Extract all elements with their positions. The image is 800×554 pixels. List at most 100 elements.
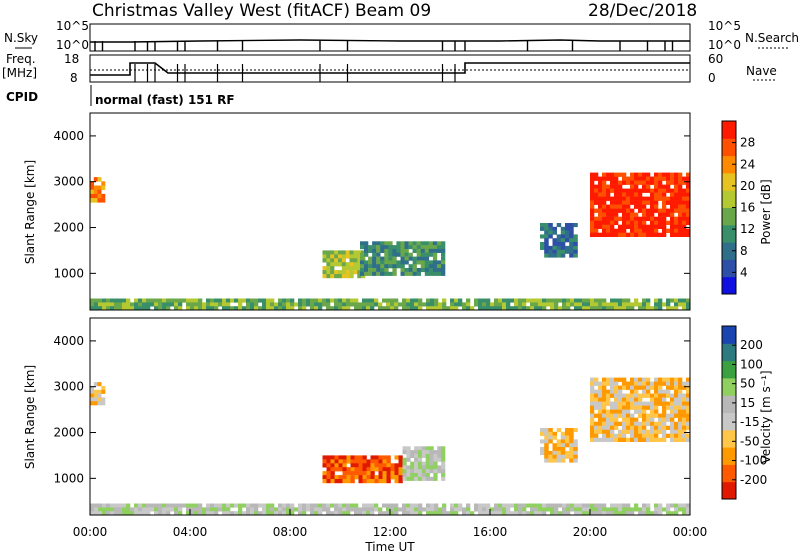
power-cell [686, 216, 691, 221]
power-cell [396, 241, 401, 246]
velocity-cell [326, 455, 331, 460]
velocity-cell [398, 507, 403, 512]
velocity-cell [414, 461, 419, 466]
velocity-cell [314, 507, 319, 512]
velocity-cell [90, 397, 94, 402]
velocity-cell [346, 511, 351, 516]
velocity-cell [530, 503, 535, 508]
power-cell [438, 306, 443, 311]
velocity-cell [342, 503, 347, 508]
power-cell [412, 245, 417, 250]
power-cell [349, 274, 354, 279]
velocity-cell [338, 459, 343, 464]
velocity-cell [350, 507, 355, 512]
velocity-cell [654, 511, 659, 516]
velocity-cell [210, 503, 215, 508]
velocity-cell [686, 405, 691, 410]
velocity-cell [97, 401, 102, 406]
power-cell [428, 271, 434, 276]
velocity-cell [682, 511, 687, 516]
power-cell [678, 228, 683, 233]
power-cell [602, 224, 607, 229]
power-cell [678, 172, 683, 177]
velocity-cell [402, 511, 407, 516]
velocity-cell [626, 385, 631, 390]
power-cell [514, 298, 519, 303]
power-cell [420, 241, 425, 246]
velocity-cell [98, 511, 103, 516]
power-cell [562, 306, 567, 311]
power-cell [254, 302, 259, 307]
velocity-cell [126, 511, 131, 516]
power-cell [638, 180, 643, 185]
velocity-cell [618, 405, 623, 410]
velocity-cell [378, 463, 383, 468]
power-cell [602, 188, 607, 193]
velocity-cell [402, 465, 407, 470]
power-cell [602, 184, 607, 189]
velocity-cell [362, 471, 367, 476]
velocity-cell [90, 393, 94, 398]
velocity-cell [342, 459, 347, 464]
velocity-cell [598, 385, 603, 390]
power-cell [678, 216, 683, 221]
power-cell [380, 260, 385, 265]
power-cell [214, 302, 219, 307]
velocity-cell [382, 459, 387, 464]
power-cell [150, 298, 155, 303]
power-cell [670, 192, 675, 197]
velocity-cell [582, 507, 587, 512]
power-cell [326, 302, 331, 307]
power-cell [142, 306, 147, 311]
velocity-cell [682, 381, 687, 386]
velocity-cell [382, 503, 387, 508]
power-cell [678, 192, 683, 197]
velocity-cell [322, 479, 327, 484]
power-cell [544, 253, 549, 258]
velocity-cell [674, 385, 679, 390]
power-cell [618, 228, 623, 233]
power-cell [598, 188, 603, 193]
power-cell [646, 184, 651, 189]
power-cell [400, 252, 405, 257]
velocity-cell [286, 503, 291, 508]
velocity-cell [554, 507, 559, 512]
power-cell [434, 302, 439, 307]
velocity-cell [674, 389, 679, 394]
velocity-cell [662, 425, 667, 430]
power-cell [186, 302, 191, 307]
velocity-cell [548, 458, 553, 463]
velocity-cell [654, 507, 659, 512]
power-cell [250, 302, 255, 307]
velocity-cell [410, 453, 415, 458]
power-cell [602, 220, 607, 225]
velocity-cell [441, 473, 446, 478]
velocity-cell [618, 413, 623, 418]
velocity-cell [654, 425, 659, 430]
power-cell [646, 172, 651, 177]
velocity-cell [602, 425, 607, 430]
power-cell [634, 220, 639, 225]
power-cell [434, 306, 439, 311]
power-cell [390, 302, 395, 307]
velocity-cell [262, 503, 267, 508]
velocity-cell [410, 461, 415, 466]
power-cell [341, 254, 346, 259]
power-cell [586, 298, 591, 303]
power-cell [590, 216, 595, 221]
velocity-cell [437, 469, 442, 474]
velocity-cell [418, 446, 423, 451]
power-cell [642, 298, 647, 303]
velocity-cell [569, 431, 574, 436]
velocity-region [90, 382, 106, 406]
velocity-cell [542, 507, 547, 512]
velocity-cell [178, 507, 183, 512]
power-cell [302, 298, 307, 303]
power-cell [654, 192, 659, 197]
velocity-colorbar-swatch [722, 429, 736, 448]
velocity-cell [674, 413, 679, 418]
velocity-cell [678, 385, 683, 390]
power-cell [406, 298, 411, 303]
velocity-cell [438, 511, 443, 516]
velocity-cell [674, 503, 679, 508]
